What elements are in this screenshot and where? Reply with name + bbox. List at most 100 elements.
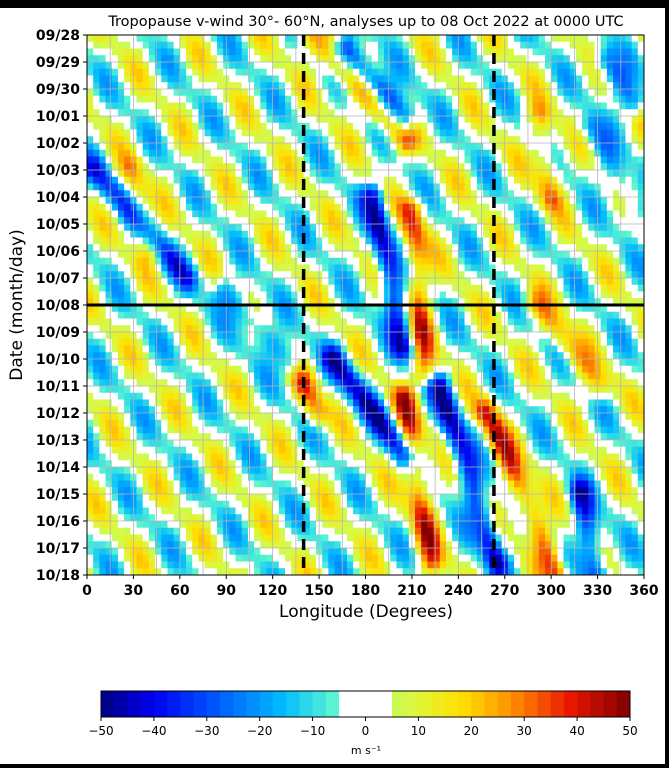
heat-cell bbox=[117, 143, 125, 151]
heat-cell bbox=[285, 163, 292, 171]
heat-cell bbox=[557, 62, 565, 70]
heat-cell bbox=[210, 271, 218, 279]
heat-cell bbox=[297, 392, 305, 401]
heat-cell bbox=[285, 143, 292, 151]
heat-cell bbox=[569, 318, 577, 326]
heat-cell bbox=[266, 217, 274, 225]
heat-cell bbox=[340, 149, 348, 158]
heat-cell bbox=[142, 237, 150, 245]
heat-cell bbox=[142, 95, 150, 104]
heat-cell bbox=[495, 386, 503, 394]
heat-cell bbox=[445, 365, 453, 374]
heat-cell bbox=[557, 291, 565, 299]
heat-cell bbox=[483, 35, 490, 43]
heat-cell bbox=[340, 298, 348, 306]
heat-cell bbox=[458, 82, 466, 90]
heat-cell bbox=[247, 183, 255, 191]
heat-cell bbox=[210, 278, 218, 286]
heat-cell bbox=[476, 116, 484, 124]
heat-cell bbox=[260, 68, 268, 77]
heat-cell bbox=[551, 149, 558, 158]
heat-cell bbox=[340, 163, 348, 171]
heat-cell bbox=[377, 55, 385, 63]
heat-cell bbox=[402, 298, 410, 306]
heat-cell bbox=[588, 129, 596, 137]
heat-cell bbox=[396, 379, 404, 387]
heat-cell bbox=[161, 55, 169, 63]
heat-cell bbox=[588, 372, 596, 380]
heat-cell bbox=[179, 311, 187, 320]
heat-cell bbox=[136, 392, 144, 401]
heat-cell bbox=[247, 143, 255, 151]
heat-cell bbox=[173, 136, 181, 144]
heat-cell bbox=[87, 359, 94, 367]
heat-cell bbox=[247, 278, 255, 286]
heat-cell bbox=[526, 325, 534, 333]
heat-cell bbox=[532, 244, 540, 252]
heat-cell bbox=[272, 224, 280, 232]
heat-cell bbox=[458, 318, 466, 326]
heat-cell bbox=[105, 230, 113, 239]
heat-cell bbox=[309, 190, 317, 198]
heat-cell bbox=[371, 149, 379, 158]
heat-cell bbox=[142, 379, 150, 387]
heat-cell bbox=[272, 89, 280, 97]
heat-cell bbox=[625, 399, 633, 407]
heat-cell bbox=[179, 406, 187, 414]
heat-cell bbox=[247, 170, 255, 178]
heat-cell bbox=[588, 386, 596, 394]
heat-cell bbox=[297, 143, 305, 151]
heat-cell bbox=[427, 149, 435, 158]
heat-cell bbox=[353, 399, 360, 407]
heat-cell bbox=[142, 55, 150, 63]
heat-cell bbox=[359, 386, 367, 394]
heat-cell bbox=[334, 224, 342, 232]
heat-cell bbox=[260, 318, 268, 326]
heat-cell bbox=[415, 176, 422, 185]
heat-cell bbox=[569, 257, 577, 266]
heat-cell bbox=[520, 379, 528, 387]
heat-cell bbox=[285, 325, 292, 333]
heat-cell bbox=[538, 129, 546, 137]
heat-cell bbox=[631, 230, 639, 239]
heat-cell bbox=[569, 230, 577, 239]
heat-cell bbox=[322, 318, 329, 326]
heat-cell bbox=[619, 298, 627, 306]
heat-cell bbox=[384, 392, 391, 401]
heat-cell bbox=[371, 156, 379, 164]
heat-cell bbox=[507, 102, 515, 110]
heat-cell bbox=[445, 271, 453, 279]
heat-cell bbox=[520, 203, 528, 212]
heat-cell bbox=[167, 163, 175, 171]
heat-cell bbox=[210, 352, 218, 360]
heat-cell bbox=[204, 318, 212, 326]
heat-cell bbox=[433, 338, 441, 347]
heat-cell bbox=[445, 197, 453, 205]
heat-cell bbox=[439, 318, 447, 326]
heat-cell bbox=[483, 163, 490, 171]
heat-cell bbox=[452, 35, 459, 43]
heat-cell bbox=[507, 379, 515, 387]
heat-cell bbox=[322, 75, 329, 83]
heat-cell bbox=[198, 244, 206, 252]
heat-cell bbox=[557, 237, 565, 245]
heat-cell bbox=[186, 68, 193, 77]
heat-cell bbox=[179, 291, 187, 299]
heat-cell bbox=[637, 311, 644, 320]
heat-cell bbox=[415, 230, 422, 239]
heat-cell bbox=[117, 41, 125, 50]
heat-cell bbox=[173, 251, 181, 259]
heat-cell bbox=[142, 210, 150, 218]
heat-cell bbox=[489, 318, 497, 326]
heat-cell bbox=[625, 62, 633, 70]
heat-cell bbox=[328, 224, 336, 232]
heat-cell bbox=[464, 278, 472, 286]
heat-cell bbox=[148, 176, 156, 185]
heat-cell bbox=[606, 264, 614, 272]
heat-cell bbox=[359, 365, 367, 374]
heat-cell bbox=[167, 386, 175, 394]
heat-cell bbox=[439, 176, 447, 185]
heat-cell bbox=[365, 68, 373, 77]
heat-cell bbox=[631, 149, 639, 158]
heat-cell bbox=[637, 170, 644, 178]
